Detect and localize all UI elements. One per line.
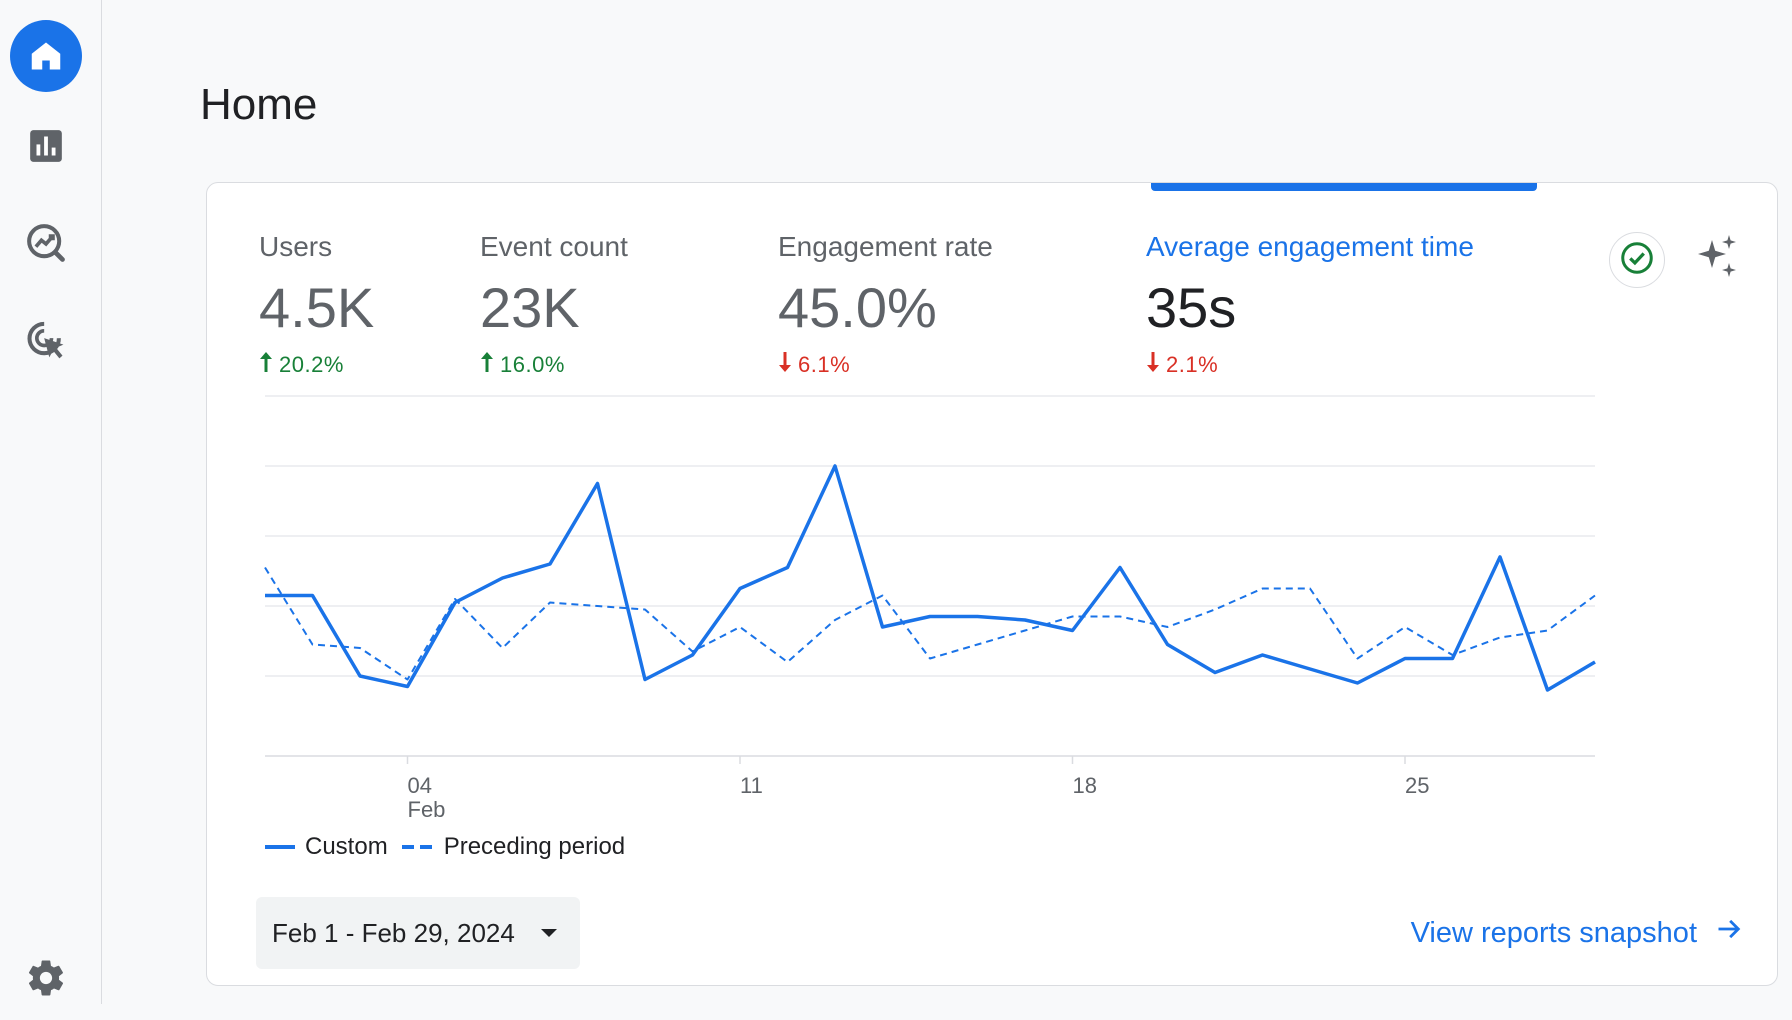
legend-label: Custom (305, 833, 388, 860)
metric-delta: 6.1% (778, 351, 993, 379)
arrow-down-icon (1146, 351, 1160, 379)
metric-value: 45.0% (778, 276, 937, 339)
x-tick-label: 18 (1073, 773, 1097, 798)
metric-delta: 16.0% (480, 351, 628, 379)
legend-solid-swatch (265, 845, 295, 849)
x-tick-label: 11 (740, 773, 763, 798)
metric-label: Engagement rate (778, 231, 993, 262)
date-range-selector[interactable]: Feb 1 - Feb 29, 2024 (256, 897, 580, 969)
check-circle-icon (1619, 240, 1655, 281)
bar-chart-icon (27, 127, 65, 170)
check-status-button[interactable] (1609, 232, 1665, 288)
home-icon (10, 20, 82, 92)
metric-tab-users[interactable]: Users 4.5K 20.2% (259, 231, 374, 379)
legend-item-custom: Custom (265, 833, 388, 861)
metric-delta-value: 20.2% (279, 352, 344, 377)
selected-metric-indicator (1151, 183, 1537, 191)
nav-advertising-button[interactable] (0, 302, 92, 382)
engagement-time-line-chart: 0s20s40s1m 00s1m 20s1m 40s04Feb111825 (264, 395, 1596, 822)
metric-tab-engagement-rate[interactable]: Engagement rate 45.0% 6.1% (778, 231, 993, 379)
arrow-right-icon (1715, 915, 1743, 951)
legend-dashed-swatch (401, 845, 434, 849)
view-reports-snapshot-link[interactable]: View reports snapshot (1411, 905, 1743, 961)
side-nav-rail (0, 0, 102, 1004)
legend-label: Preceding period (443, 833, 626, 860)
view-reports-label: View reports snapshot (1410, 916, 1697, 949)
metric-delta: 20.2% (259, 351, 374, 379)
overview-card: Users 4.5K 20.2% Event count 23K 16.0% E… (206, 182, 1778, 986)
nav-reports-button[interactable] (0, 108, 92, 188)
chart-legend: Custom Preceding period (265, 833, 639, 861)
metric-delta: 2.1% (1146, 351, 1474, 379)
metric-tab-average-engagement-time[interactable]: Average engagement time 35s 2.1% (1146, 231, 1474, 379)
gear-icon (25, 957, 67, 1004)
metric-label: Users (259, 231, 333, 262)
target-cursor-icon (24, 318, 68, 367)
sparkle-icon (1694, 232, 1742, 285)
metric-tab-event-count[interactable]: Event count 23K 16.0% (480, 231, 628, 379)
x-tick-label: 04 (408, 773, 432, 798)
nav-explore-button[interactable] (0, 205, 92, 285)
caret-down-icon (540, 929, 557, 937)
series-line-custom (265, 464, 1596, 692)
metric-delta-value: 16.0% (500, 352, 565, 377)
explore-icon (24, 221, 68, 270)
x-tick-label: 25 (1405, 773, 1429, 798)
x-tick-sublabel: Feb (408, 797, 446, 822)
legend-item-preceding-period: Preceding period (401, 833, 626, 861)
metric-label: Average engagement time (1146, 231, 1474, 262)
arrow-down-icon (778, 351, 792, 379)
insights-button[interactable] (1691, 231, 1745, 285)
arrow-up-icon (259, 351, 273, 379)
date-range-text: Feb 1 - Feb 29, 2024 (272, 917, 515, 948)
metric-value: 23K (480, 276, 580, 339)
nav-home-button[interactable] (0, 16, 92, 96)
metric-delta-value: 6.1% (798, 352, 851, 377)
arrow-up-icon (480, 351, 494, 379)
metric-value: 35s (1146, 276, 1237, 339)
metric-delta-value: 2.1% (1166, 352, 1219, 377)
page-title: Home (200, 80, 318, 129)
metric-value: 4.5K (259, 276, 375, 339)
nav-settings-button[interactable] (0, 940, 92, 1020)
series-line-preceding-period (264, 566, 1596, 681)
metric-label: Event count (480, 231, 628, 262)
